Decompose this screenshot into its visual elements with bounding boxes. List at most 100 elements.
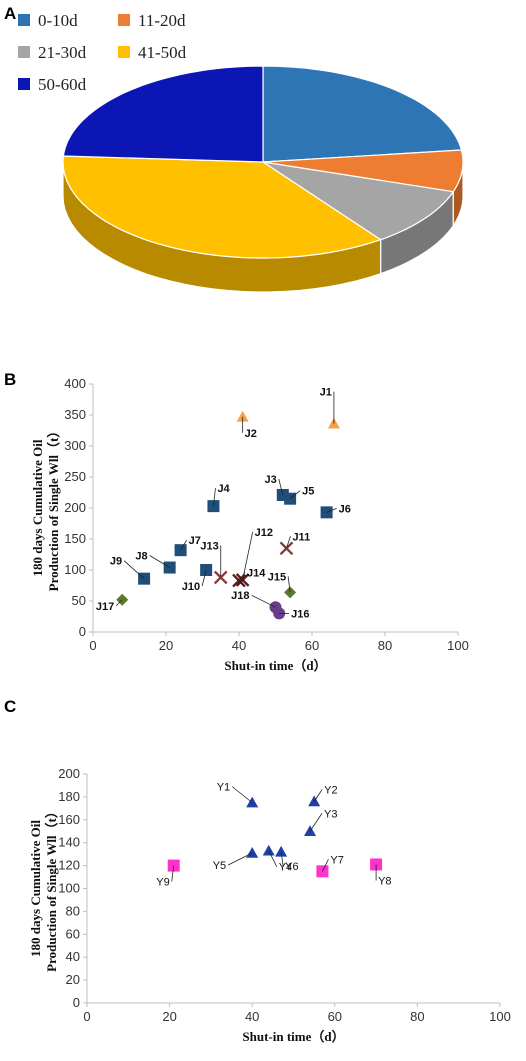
x-tick-label: 20 bbox=[162, 1009, 176, 1024]
pie-legend: 0-10d 11-20d 21-30d 41-50d 50-60d bbox=[18, 11, 187, 94]
point-label-J8: J8 bbox=[135, 551, 147, 563]
y-tick-label: 400 bbox=[64, 376, 86, 391]
leader-J15 bbox=[287, 576, 291, 593]
point-label-J16: J16 bbox=[291, 608, 309, 620]
pie-slices bbox=[62, 65, 464, 259]
pie-slice-50-60d bbox=[62, 65, 264, 163]
x-tick-label: 80 bbox=[410, 1009, 424, 1024]
point-label-Y9: Y9 bbox=[156, 877, 169, 889]
point-label-J9: J9 bbox=[110, 556, 122, 568]
point-J8 bbox=[163, 561, 176, 574]
point-J18 bbox=[269, 601, 282, 614]
legend-label-11-20d: 11-20d bbox=[138, 11, 186, 30]
panel-c-letter: C bbox=[4, 697, 17, 716]
x-tick-label: 40 bbox=[245, 1009, 259, 1024]
point-label-J15: J15 bbox=[268, 571, 286, 583]
point-label-J6: J6 bbox=[339, 503, 351, 515]
y-tick-label: 40 bbox=[66, 949, 80, 964]
data-points: Y1 Y2 Y3 Y4 Y5 Y6 Y7 Y8 Y9 bbox=[156, 782, 391, 889]
point-label-Y2: Y2 bbox=[324, 784, 337, 796]
leader-Y5 bbox=[228, 852, 253, 866]
point-Y4 bbox=[262, 844, 275, 856]
y-tick-label: 120 bbox=[58, 858, 80, 873]
leader-Y9 bbox=[171, 865, 175, 882]
y-tick-label: 140 bbox=[58, 835, 80, 850]
point-J4 bbox=[207, 500, 220, 513]
y-axis-label-line: 180 days Cumulative Oil bbox=[28, 820, 43, 957]
y-tick-label: 0 bbox=[79, 624, 86, 639]
point-Y5 bbox=[246, 847, 259, 858]
y-axis-label: 180 days Cumulative OilProduction of Sin… bbox=[30, 425, 61, 592]
legend-label-21-30d: 21-30d bbox=[38, 43, 87, 62]
y-tick-label: 100 bbox=[64, 562, 86, 577]
leader-Y4 bbox=[268, 850, 278, 867]
point-label-J18: J18 bbox=[231, 590, 249, 602]
point-label-J3: J3 bbox=[265, 474, 277, 486]
point-J7 bbox=[174, 544, 187, 557]
leader-J18 bbox=[251, 594, 276, 608]
legend-swatch-21-30d bbox=[18, 46, 30, 58]
legend-swatch-0-10d bbox=[18, 14, 30, 26]
point-label-Y8: Y8 bbox=[378, 875, 391, 887]
y-tick-label: 200 bbox=[58, 766, 80, 781]
point-label-J7: J7 bbox=[189, 535, 201, 547]
leader-J5 bbox=[289, 490, 301, 500]
point-label-J13: J13 bbox=[200, 540, 218, 552]
pie-chart: 0-10d 11-20d 21-30d 41-50d 50-60d bbox=[18, 11, 464, 293]
point-Y6 bbox=[275, 845, 288, 857]
leader-Y2 bbox=[313, 789, 323, 802]
leader-J7 bbox=[180, 539, 187, 551]
y-tick-label: 250 bbox=[64, 469, 86, 484]
point-label-J11: J11 bbox=[292, 531, 310, 543]
point-label-J2: J2 bbox=[245, 428, 257, 440]
point-label-J1: J1 bbox=[320, 387, 332, 399]
legend-swatch-11-20d bbox=[118, 14, 130, 26]
point-label-J14: J14 bbox=[247, 568, 266, 580]
x-tick-label: 60 bbox=[328, 1009, 342, 1024]
point-J2 bbox=[236, 410, 249, 422]
axes: 0 20 40 60 80 100 120 140 160 180 200 0 20 40 60 80 100 bbox=[58, 766, 511, 1024]
point-label-Y3: Y3 bbox=[324, 808, 337, 820]
leader-J12 bbox=[242, 531, 254, 581]
leader-Y3 bbox=[309, 813, 323, 832]
point-label-J10: J10 bbox=[182, 581, 200, 593]
scatter-chart-c: 0 20 40 60 80 100 120 140 160 180 200 0 20 40 60 80 100 S… bbox=[28, 766, 511, 1044]
y-tick-label: 60 bbox=[66, 926, 80, 941]
x-tick-label: 0 bbox=[89, 638, 96, 653]
x-tick-label: 100 bbox=[489, 1009, 511, 1024]
y-axis-label-line: 180 days Cumulative Oil bbox=[30, 439, 45, 576]
point-Y9 bbox=[167, 859, 180, 872]
pie-slice-21-30d bbox=[262, 161, 455, 241]
x-axis-label: Shut-in time（d） bbox=[224, 658, 326, 673]
point-label-J5: J5 bbox=[302, 486, 314, 498]
leader-J3 bbox=[278, 478, 284, 496]
leader-J17 bbox=[115, 599, 123, 607]
panel-a-letter: A bbox=[4, 4, 17, 23]
y-tick-label: 180 bbox=[58, 789, 80, 804]
leader-J14 bbox=[238, 572, 246, 581]
point-J5 bbox=[284, 492, 297, 505]
point-label-J4: J4 bbox=[217, 483, 230, 495]
legend-label-41-50d: 41-50d bbox=[138, 43, 187, 62]
x-tick-label: 40 bbox=[232, 638, 246, 653]
y-axis-label: 180 days Cumulative OilProduction of Sin… bbox=[28, 805, 59, 972]
leader-J9 bbox=[123, 560, 145, 579]
x-tick-label: 60 bbox=[305, 638, 319, 653]
leader-J6 bbox=[326, 507, 337, 513]
point-Y7 bbox=[316, 865, 329, 878]
y-axis-label-line: Production of Single Wll（t） bbox=[46, 425, 61, 592]
axes: 0 50 100 150 200 250 300 350 400 0 20 40 60 80 100 bbox=[64, 376, 469, 653]
y-tick-label: 150 bbox=[64, 531, 86, 546]
leader-Y1 bbox=[231, 786, 253, 803]
scatter-chart-b: 0 50 100 150 200 250 300 350 400 0 20 40 60 80 100 Shut… bbox=[30, 376, 469, 673]
x-tick-label: 80 bbox=[378, 638, 392, 653]
y-tick-label: 160 bbox=[58, 812, 80, 827]
legend-swatch-41-50d bbox=[118, 46, 130, 58]
y-tick-label: 100 bbox=[58, 881, 80, 896]
x-axis-label: Shut-in time（d） bbox=[242, 1029, 344, 1044]
y-tick-label: 200 bbox=[64, 500, 86, 515]
point-label-J17: J17 bbox=[96, 601, 114, 613]
point-label-Y5: Y5 bbox=[213, 860, 226, 872]
leader-J10 bbox=[201, 569, 207, 587]
y-axis-label-line: Production of Single Wll（t） bbox=[44, 805, 59, 972]
